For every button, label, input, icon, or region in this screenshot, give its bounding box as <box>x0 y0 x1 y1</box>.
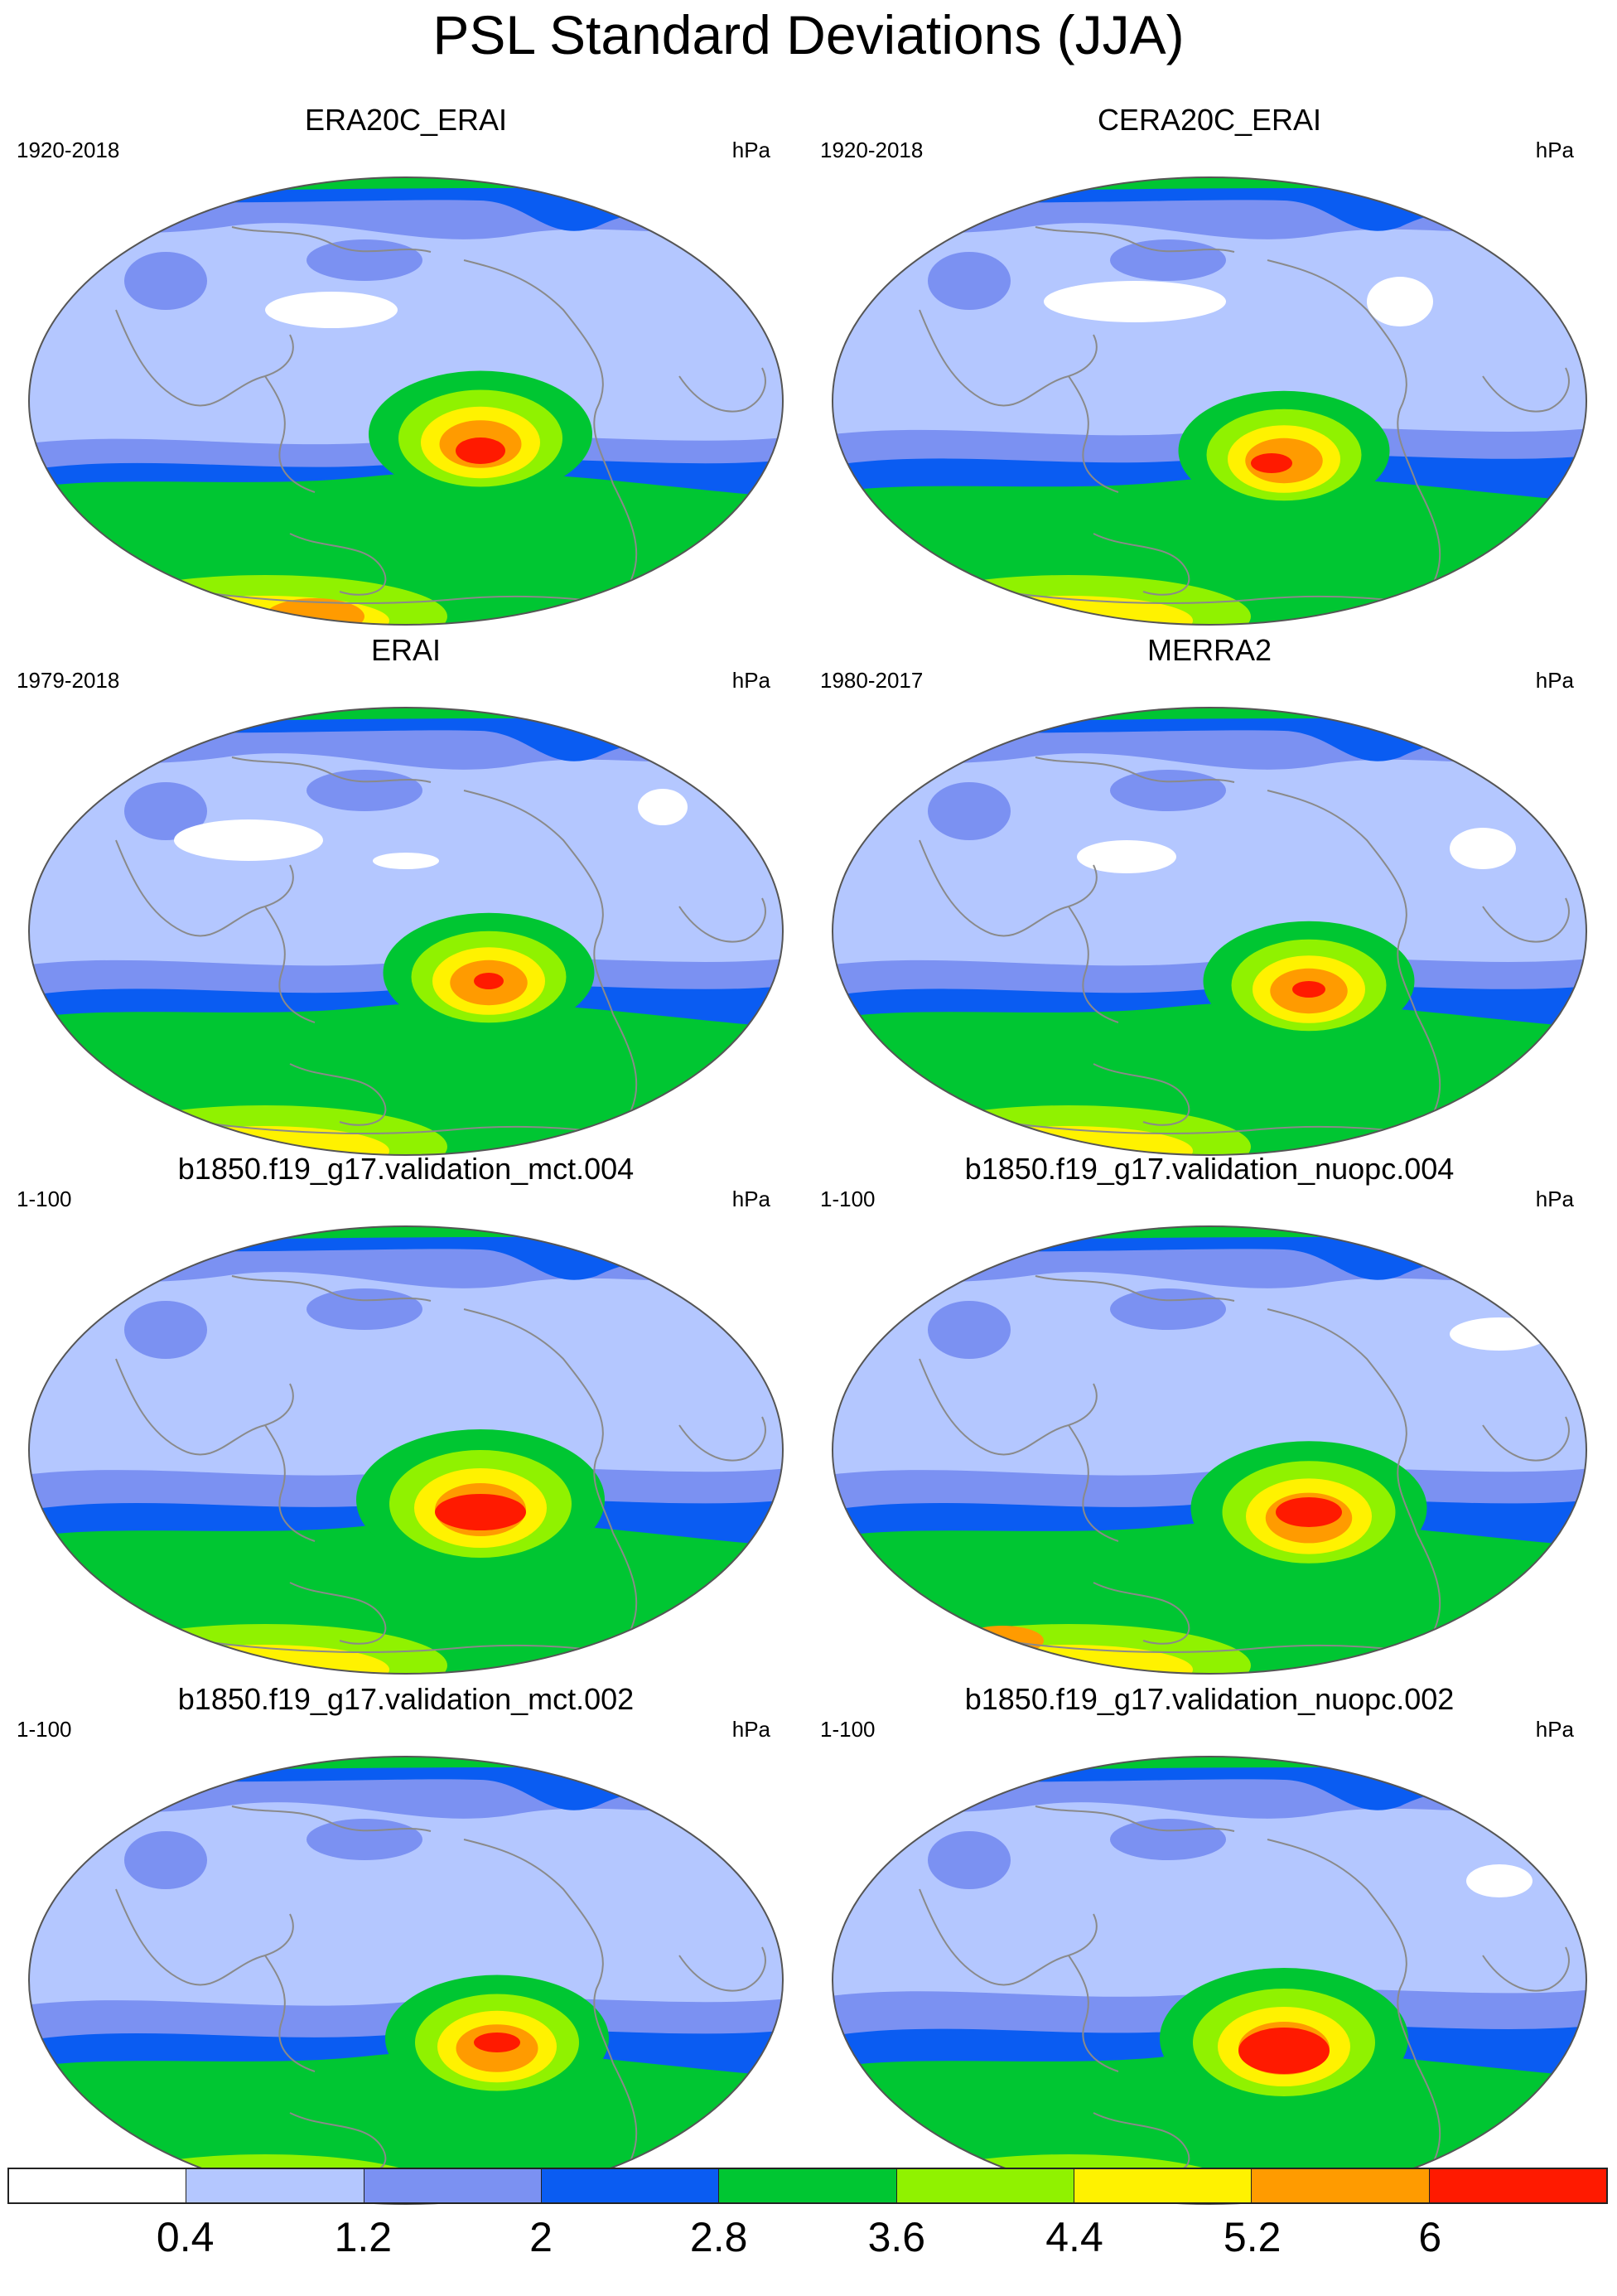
contour-map <box>832 707 1587 1156</box>
colorbar <box>7 2168 1608 2204</box>
colorbar-tick-label: 4.4 <box>1045 2214 1103 2260</box>
colorbar-swatch <box>1429 2169 1606 2202</box>
colorbar-ticks: 0.4 1.2 2 2.8 3.6 4.4 5.2 6 <box>0 2214 1617 2264</box>
colorbar-tick-label: 2 <box>529 2214 553 2260</box>
contour-map <box>832 1756 1587 2205</box>
colorbar-tick-label: 5.2 <box>1223 2214 1282 2260</box>
map-panel-cera20c-erai: CERA20C_ERAI 1920-2018 hPa <box>820 103 1599 633</box>
colorbar-swatch <box>1074 2169 1253 2202</box>
colorbar-swatch <box>364 2169 542 2202</box>
panel-title: CERA20C_ERAI <box>1097 103 1322 137</box>
panel-units: hPa <box>1535 1187 1574 1211</box>
contour-map <box>28 1225 784 1675</box>
contour-map <box>28 707 784 1156</box>
panel-title: b1850.f19_g17.validation_nuopc.004 <box>964 1152 1455 1186</box>
panel-units: hPa <box>1535 1717 1574 1742</box>
panel-title: ERA20C_ERAI <box>304 103 508 137</box>
panel-units: hPa <box>1535 138 1574 162</box>
panel-units: hPa <box>731 138 770 162</box>
panel-period: 1979-2018 <box>17 668 120 693</box>
colorbar-swatch <box>9 2169 187 2202</box>
page-title: PSL Standard Deviations (JJA) <box>432 4 1185 65</box>
panel-units: hPa <box>1535 668 1574 693</box>
colorbar-tick-label: 6 <box>1418 2214 1442 2260</box>
panel-period: 1-100 <box>820 1717 876 1742</box>
panel-units: hPa <box>731 1187 770 1211</box>
colorbar-swatch <box>1252 2169 1430 2202</box>
panel-title: b1850.f19_g17.validation_mct.004 <box>177 1152 635 1186</box>
panel-period: 1-100 <box>17 1717 72 1742</box>
contour-map <box>28 176 784 626</box>
colorbar-swatch <box>541 2169 720 2202</box>
panel-period: 1-100 <box>820 1187 876 1211</box>
map-panel-nuopc-002: b1850.f19_g17.validation_nuopc.002 1-100… <box>820 1682 1599 2212</box>
panel-period: 1920-2018 <box>820 138 924 162</box>
panel-units: hPa <box>731 668 770 693</box>
colorbar-tick-label: 1.2 <box>334 2214 393 2260</box>
panel-title: MERRA2 <box>1146 633 1272 667</box>
map-panel-nuopc-004: b1850.f19_g17.validation_nuopc.004 1-100… <box>820 1152 1599 1682</box>
panel-period: 1920-2018 <box>17 138 120 162</box>
colorbar-swatch <box>896 2169 1074 2202</box>
panel-period: 1-100 <box>17 1187 72 1211</box>
panel-title: b1850.f19_g17.validation_nuopc.002 <box>964 1682 1455 1716</box>
map-panel-era20c-erai: ERA20C_ERAI 1920-2018 hPa <box>17 103 795 633</box>
panel-units: hPa <box>731 1717 770 1742</box>
map-panel-mct-002: b1850.f19_g17.validation_mct.002 1-100 h… <box>17 1682 795 2212</box>
map-panel-merra2: MERRA2 1980-2017 hPa <box>820 633 1599 1163</box>
contour-map <box>832 176 1587 626</box>
contour-map <box>832 1225 1587 1675</box>
panel-period: 1980-2017 <box>820 668 924 693</box>
panel-title: b1850.f19_g17.validation_mct.002 <box>177 1682 635 1716</box>
map-panel-erai: ERAI 1979-2018 hPa <box>17 633 795 1163</box>
contour-map <box>28 1756 784 2205</box>
colorbar-swatch <box>719 2169 897 2202</box>
colorbar-tick-label: 0.4 <box>156 2214 215 2260</box>
map-panel-mct-004: b1850.f19_g17.validation_mct.004 1-100 h… <box>17 1152 795 1682</box>
colorbar-tick-label: 2.8 <box>689 2214 748 2260</box>
colorbar-tick-label: 3.6 <box>867 2214 926 2260</box>
panel-title: ERAI <box>370 633 442 667</box>
colorbar-swatch <box>186 2169 364 2202</box>
